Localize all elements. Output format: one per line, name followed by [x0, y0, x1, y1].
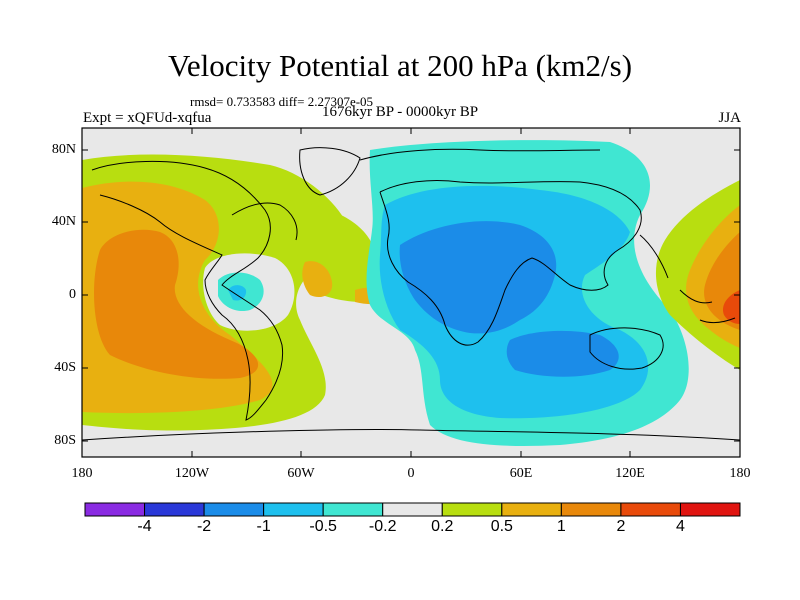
colorbar-swatch: [84, 502, 146, 517]
plot-title: Velocity Potential at 200 hPa (km2/s): [167, 48, 633, 83]
central-america-negative: [228, 285, 247, 301]
lon-label-60e: 60E: [509, 466, 533, 481]
colorbar-swatch: [560, 502, 622, 517]
lon-label-0: 0: [407, 466, 415, 481]
colorbar-tick-label: -1: [256, 518, 271, 535]
lat-label-40s: 40S: [54, 360, 76, 375]
colorbar-swatch: [382, 502, 443, 517]
coastlines: [82, 147, 740, 441]
colorbar-tick-label: -0.5: [309, 518, 337, 535]
lat-label-40n: 40N: [51, 214, 76, 229]
experiment-label: Expt = xQFUd-xqfua: [83, 110, 212, 126]
colorbar-swatch: [679, 502, 741, 517]
colorbar-swatch: [322, 502, 384, 517]
colorbar-tick-label: 4: [676, 518, 685, 535]
lon-label-60w: 60W: [287, 466, 315, 481]
lat-label-80s: 80S: [54, 433, 76, 448]
axis-ticks: [81, 128, 741, 457]
eastern-strong-negative-region: [399, 221, 557, 334]
lat-label-0: 0: [69, 287, 76, 302]
colorbar-tick-label: 0.5: [490, 518, 513, 535]
colorbar-tick-label: -4: [137, 518, 152, 535]
period-label: 1676kyr BP - 0000kyr BP: [322, 104, 479, 120]
colorbar-swatch: [263, 502, 324, 517]
lon-label-180e: 180: [729, 466, 751, 481]
stats-text: rmsd= 0.733583 diff= 2.27307e-05: [190, 94, 374, 109]
colorbar-swatch: [203, 502, 265, 517]
colorbar-tick-label: 0.2: [431, 518, 454, 535]
colorbar-swatch: [620, 502, 681, 517]
colorbar-tick-label: 2: [616, 518, 626, 535]
lon-label-120w: 120W: [174, 466, 210, 481]
lat-label-80n: 80N: [51, 142, 76, 157]
pacific-strong-positive-region: [94, 229, 259, 379]
colorbar-swatch: [144, 502, 205, 517]
colorbar-tick-label: 1: [556, 518, 566, 535]
lon-label-180w: 180: [71, 466, 93, 481]
west-pacific-strong-positive-2: [722, 290, 740, 324]
colorbar-tick-label: -0.2: [368, 518, 397, 535]
colorbar-swatch: [441, 502, 503, 517]
lon-label-120e: 120E: [615, 466, 645, 481]
season-label: JJA: [718, 110, 741, 126]
colorbar-swatch: [501, 502, 562, 517]
colorbar-tick-label: -2: [196, 518, 212, 535]
gulf-positive-patch: [302, 261, 333, 298]
indian-ocean-strong-negative: [506, 330, 619, 377]
